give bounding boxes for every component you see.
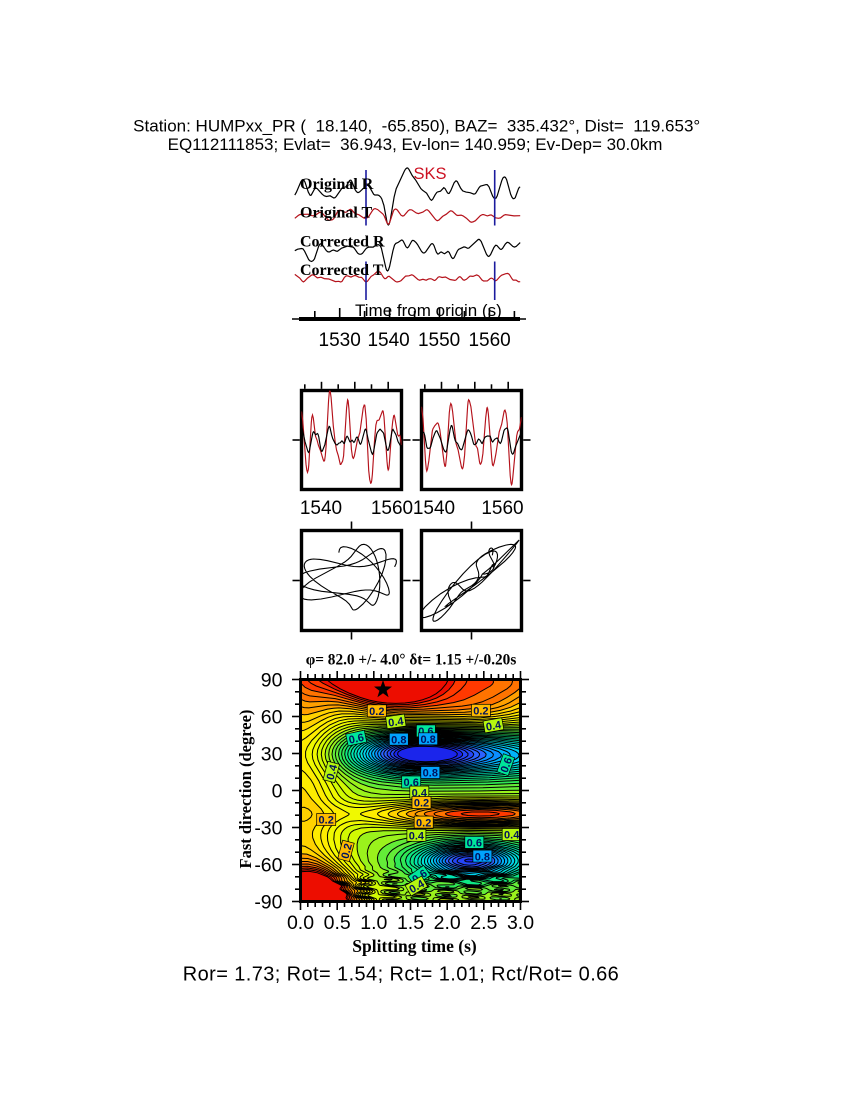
svg-text:EQ112111853; Evlat= 36.943, E: EQ112111853; Evlat= 36.943, Ev-lon= 140.… — [168, 135, 663, 154]
svg-text:90: 90 — [261, 670, 283, 692]
svg-text:Corrected T: Corrected T — [300, 262, 384, 279]
svg-text:Ror= 1.73; Rot= 1.54; Rct= 1.0: Ror= 1.73; Rot= 1.54; Rct= 1.01; Rct/Rot… — [183, 964, 619, 986]
svg-text:30: 30 — [261, 744, 283, 766]
svg-text:Time from origin (s): Time from origin (s) — [355, 301, 502, 320]
svg-text:Splitting time (s): Splitting time (s) — [352, 936, 477, 956]
svg-text:0.6: 0.6 — [499, 756, 516, 774]
svg-text:Corrected R: Corrected R — [300, 234, 385, 251]
svg-text:0.2: 0.2 — [369, 706, 384, 718]
svg-text:-30: -30 — [254, 818, 282, 840]
svg-text:0.4: 0.4 — [485, 719, 503, 734]
svg-text:0.2: 0.2 — [473, 706, 488, 718]
svg-text:0.2: 0.2 — [339, 842, 355, 860]
svg-text:0.8: 0.8 — [391, 734, 406, 746]
svg-text:0.0: 0.0 — [287, 912, 314, 934]
svg-text:0: 0 — [272, 781, 283, 803]
svg-text:0.8: 0.8 — [475, 851, 490, 863]
svg-text:0.6: 0.6 — [348, 732, 365, 747]
svg-text:1.0: 1.0 — [360, 912, 387, 934]
svg-text:-60: -60 — [254, 855, 282, 877]
svg-text:1540: 1540 — [413, 498, 455, 519]
svg-text:1560: 1560 — [468, 330, 510, 351]
svg-text:1560: 1560 — [371, 498, 413, 519]
svg-text:0.8: 0.8 — [420, 734, 435, 746]
svg-text:3.0: 3.0 — [507, 912, 534, 934]
svg-text:1530: 1530 — [319, 330, 361, 351]
svg-text:Original R: Original R — [300, 176, 374, 193]
svg-text:2.5: 2.5 — [470, 912, 497, 934]
svg-text:1550: 1550 — [418, 330, 460, 351]
svg-text:1560: 1560 — [481, 498, 523, 519]
svg-text:0.4: 0.4 — [504, 830, 520, 842]
svg-text:0.4: 0.4 — [388, 715, 406, 729]
svg-text:0.4: 0.4 — [409, 831, 425, 843]
svg-text:0.6: 0.6 — [467, 838, 482, 850]
svg-text:SKS: SKS — [414, 165, 447, 183]
svg-text:0.2: 0.2 — [416, 817, 431, 829]
svg-text:Fast direction (degree): Fast direction (degree) — [236, 710, 255, 869]
svg-text:Station: HUMPxx_PR ( 18.140,: Station: HUMPxx_PR ( 18.140, -65.850), B… — [133, 117, 700, 136]
svg-text:60: 60 — [261, 707, 283, 729]
svg-text:0.5: 0.5 — [324, 912, 351, 934]
svg-text:0.8: 0.8 — [423, 768, 438, 780]
svg-text:0.2: 0.2 — [414, 798, 429, 810]
svg-text:-90: -90 — [254, 892, 282, 914]
svg-text:1540: 1540 — [367, 330, 409, 351]
svg-text:1540: 1540 — [300, 498, 342, 519]
svg-text:Original T: Original T — [300, 205, 372, 222]
svg-text:φ= 82.0 +/- 4.0° δt= 1.15 +/-0: φ= 82.0 +/- 4.0° δt= 1.15 +/-0.20s — [306, 652, 517, 669]
svg-text:0.2: 0.2 — [319, 815, 334, 827]
svg-text:2.0: 2.0 — [434, 912, 461, 934]
svg-text:0.4: 0.4 — [325, 763, 341, 782]
svg-text:1.5: 1.5 — [397, 912, 424, 934]
